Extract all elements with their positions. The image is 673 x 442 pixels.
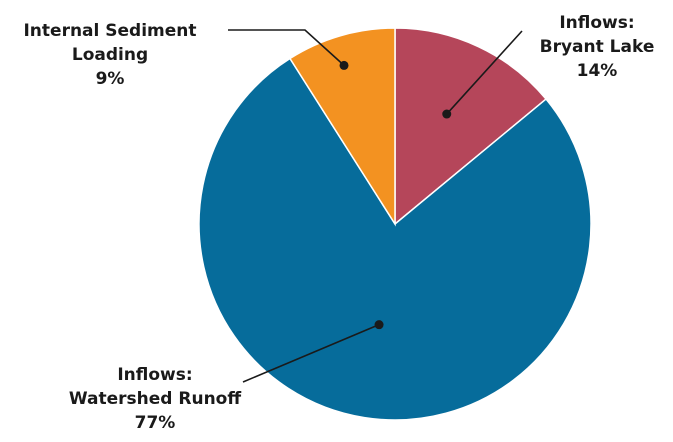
pie-slice: [288, 27, 396, 227]
leader-line: [228, 29, 345, 66]
slice-label-line: Bryant Lake: [540, 37, 655, 57]
slice-label: Inflows: Watershed Runoff 77%: [69, 365, 241, 433]
pie-slice: [394, 27, 548, 226]
labels-layer: Inflows: Bryant Lake 14% Inflows: Watershed …: [23, 13, 654, 433]
slice-label-line: Internal Sediment: [23, 21, 196, 41]
leader-line: [446, 30, 523, 115]
leader-lines-layer: [228, 29, 523, 383]
slice-label-line: Inflows:: [117, 365, 192, 385]
slice-label-line: Inflows:: [559, 13, 634, 33]
slice-label-line: Loading: [72, 45, 148, 65]
slices-layer: [198, 27, 592, 421]
pie-slice: [198, 57, 592, 421]
slice-label-line: 77%: [135, 413, 176, 433]
leader-dot: [442, 109, 452, 119]
slice-label: Internal Sediment Loading 9%: [23, 21, 196, 89]
slice-label-line: 14%: [577, 61, 618, 81]
slice-label: Inflows: Bryant Lake 14%: [540, 13, 655, 81]
leader-dot: [374, 320, 384, 330]
leader-line: [242, 323, 380, 383]
slice-label-line: 9%: [96, 69, 125, 89]
slice-label-line: Watershed Runoff: [69, 389, 241, 409]
leader-dot: [339, 60, 349, 70]
